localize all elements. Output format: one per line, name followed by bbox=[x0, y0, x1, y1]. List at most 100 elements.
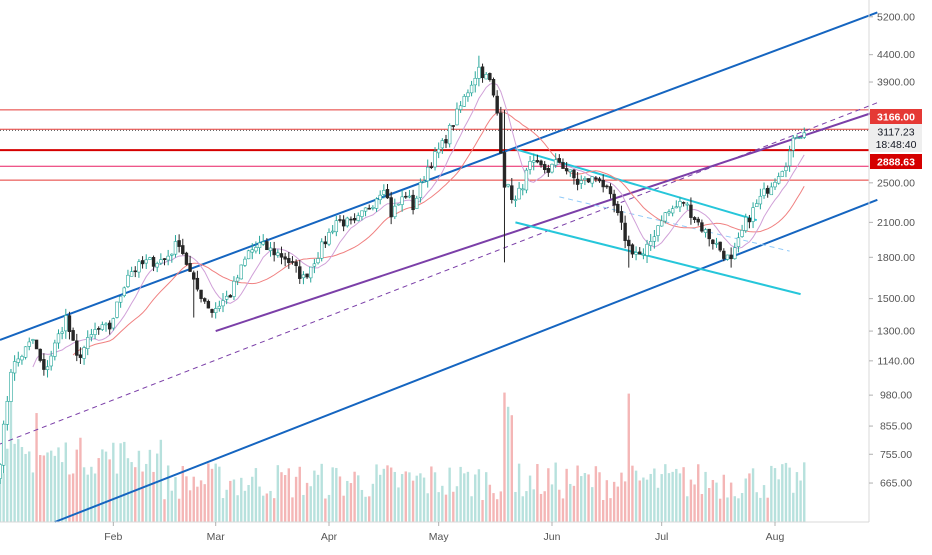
volume-bar bbox=[31, 472, 35, 522]
candle-body bbox=[162, 258, 167, 261]
price-axis: 5200.00 4400.00 3900.00 2500.00 2100.00 1800.… bbox=[869, 11, 915, 490]
candle-body bbox=[784, 166, 788, 171]
volume-bar bbox=[547, 468, 550, 522]
candle-body bbox=[93, 329, 97, 335]
candle-body bbox=[480, 66, 485, 79]
volume-bar bbox=[287, 468, 290, 522]
candle-body bbox=[301, 274, 306, 279]
volume-bar bbox=[126, 458, 130, 522]
candle-body bbox=[645, 243, 649, 256]
moving-averages bbox=[32, 82, 805, 368]
candle-body bbox=[224, 295, 229, 300]
volume-bar bbox=[60, 462, 64, 522]
candle-body bbox=[319, 241, 324, 259]
candle-body bbox=[751, 207, 755, 222]
volume-bar bbox=[251, 476, 254, 522]
candle-body bbox=[568, 169, 572, 173]
volume-bar bbox=[185, 476, 188, 522]
candle-body bbox=[477, 66, 481, 79]
candle-body bbox=[140, 260, 145, 265]
trendline-lower-channel bbox=[54, 198, 878, 523]
volume-bar bbox=[598, 472, 601, 522]
volume-bar bbox=[718, 498, 722, 522]
candle-body bbox=[553, 159, 558, 166]
volume-bar bbox=[664, 464, 667, 522]
candle-body bbox=[137, 261, 141, 273]
volume-bar bbox=[112, 442, 115, 522]
candle-body bbox=[663, 212, 668, 222]
volume-bar bbox=[68, 474, 71, 522]
volume-bar bbox=[474, 474, 477, 522]
volume-bar bbox=[280, 472, 283, 522]
volume-bar bbox=[243, 490, 247, 522]
candle-body bbox=[415, 197, 419, 209]
volume-bar bbox=[64, 442, 68, 522]
volume-bar bbox=[324, 498, 327, 522]
volume-bar bbox=[514, 491, 517, 522]
volume-bar bbox=[444, 494, 448, 522]
volume-bar bbox=[203, 484, 206, 522]
candle-body bbox=[667, 211, 671, 214]
candle-body bbox=[210, 309, 214, 313]
x-tick-label: Apr bbox=[321, 531, 338, 543]
candle-body bbox=[133, 270, 137, 273]
x-tick-label: Feb bbox=[104, 531, 122, 543]
volume-bar bbox=[693, 484, 696, 522]
volume-bar bbox=[20, 447, 24, 522]
candle-body bbox=[385, 189, 390, 199]
candle-body bbox=[31, 339, 35, 341]
y-tick-label: 1800.00 bbox=[877, 252, 915, 264]
candle-body bbox=[758, 195, 763, 205]
volume-bar bbox=[247, 484, 250, 522]
y-tick-label: 4400.00 bbox=[877, 49, 915, 61]
volume-bar bbox=[715, 482, 718, 522]
volume-bar bbox=[232, 479, 236, 522]
volume-bar bbox=[218, 466, 221, 522]
volume-bar bbox=[759, 497, 762, 522]
candle-body bbox=[444, 139, 448, 144]
candle-body bbox=[20, 356, 24, 361]
volume-bar bbox=[678, 473, 682, 522]
trendline-purple-support bbox=[215, 110, 878, 333]
candle-body bbox=[744, 216, 748, 231]
volume-bar bbox=[430, 466, 433, 522]
volume-bar bbox=[371, 483, 375, 522]
support-tag: 2888.63 bbox=[877, 157, 915, 169]
volume-bar bbox=[415, 475, 418, 522]
candle-body bbox=[16, 358, 20, 363]
candle-body bbox=[42, 359, 46, 370]
candle-body bbox=[802, 132, 806, 138]
volume-bar bbox=[192, 476, 195, 522]
volume-bar bbox=[777, 479, 780, 522]
candle-body bbox=[170, 253, 174, 256]
candle-body bbox=[510, 185, 514, 200]
y-tick-label: 665.00 bbox=[880, 478, 912, 490]
x-tick-label: May bbox=[429, 531, 450, 543]
volume-bar bbox=[302, 494, 305, 522]
candle-body bbox=[287, 258, 291, 264]
x-tick-label: Jul bbox=[655, 531, 668, 543]
volume-bar bbox=[346, 480, 349, 522]
volume-bar bbox=[605, 480, 609, 522]
candle-body bbox=[53, 342, 57, 357]
candle-body bbox=[250, 249, 254, 253]
candle-body bbox=[312, 263, 317, 267]
volume-bar bbox=[740, 493, 744, 522]
candle-body bbox=[488, 73, 492, 81]
candle-body bbox=[436, 148, 441, 154]
candle-body bbox=[294, 261, 298, 267]
volume-bar bbox=[788, 467, 791, 522]
volume-bar bbox=[411, 480, 415, 522]
volume-bar bbox=[188, 490, 192, 522]
candle-body bbox=[780, 171, 785, 177]
volume-bar bbox=[254, 468, 258, 522]
volume-bar bbox=[46, 452, 49, 522]
candle-body bbox=[433, 151, 437, 168]
candle-body bbox=[246, 250, 251, 260]
volume-bar bbox=[784, 462, 788, 522]
candle-body bbox=[166, 255, 170, 261]
volume-bar bbox=[634, 470, 638, 522]
volume-bar bbox=[13, 443, 16, 522]
candle-body bbox=[129, 271, 134, 277]
y-tick-label: 980.00 bbox=[880, 390, 912, 402]
